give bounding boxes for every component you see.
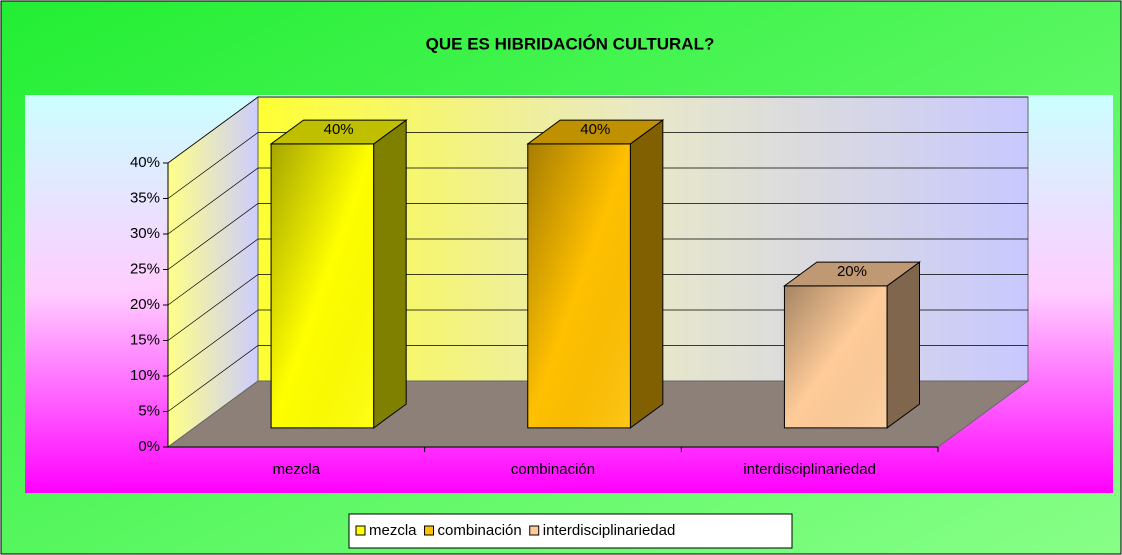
bar-top	[269, 119, 408, 145]
bar-top	[526, 119, 665, 145]
grid-line	[167, 96, 1028, 164]
legend-label: interdisciplinariedad	[543, 522, 676, 539]
grid-line	[167, 345, 1028, 412]
bar-side	[886, 261, 920, 429]
legend-swatch	[355, 525, 366, 536]
bar-shade	[784, 285, 888, 428]
bar-top	[782, 261, 922, 287]
y-tick-label: 25%	[130, 260, 160, 277]
grid-line	[167, 203, 1028, 270]
y-tick-label: 0%	[138, 438, 160, 455]
bar-shade	[271, 143, 374, 428]
legend	[348, 513, 793, 549]
y-tick-label: 30%	[130, 225, 160, 242]
y-tick-label: 15%	[130, 331, 160, 348]
y-tick-label: 35%	[130, 189, 160, 206]
x-tick-label: combinación	[511, 461, 595, 478]
x-tick-label: interdisciplinariedad	[743, 461, 876, 478]
y-tick-label: 40%	[130, 154, 160, 171]
value-label: 40%	[580, 121, 610, 138]
grid-line	[167, 167, 1028, 235]
bar-side	[373, 119, 407, 429]
bar-shade	[527, 143, 631, 428]
grid-line	[167, 238, 1028, 306]
legend-label: combinación	[438, 522, 522, 539]
grid-line	[167, 132, 1028, 199]
y-tick-label: 20%	[130, 296, 160, 313]
bar-side	[629, 119, 664, 429]
legend-label: mezcla	[369, 522, 417, 539]
legend-swatch	[529, 525, 540, 536]
value-label: 20%	[837, 263, 867, 280]
grid-line	[167, 309, 1028, 377]
x-tick-label: mezcla	[273, 461, 321, 478]
grid-line	[167, 274, 1028, 341]
y-tick-label: 5%	[138, 402, 160, 419]
y-tick-label: 10%	[130, 367, 160, 384]
chart-title: QUE ES HIBRIDACIÓN CULTURAL?	[426, 34, 715, 53]
value-label: 40%	[324, 121, 354, 138]
legend-swatch	[424, 525, 435, 536]
